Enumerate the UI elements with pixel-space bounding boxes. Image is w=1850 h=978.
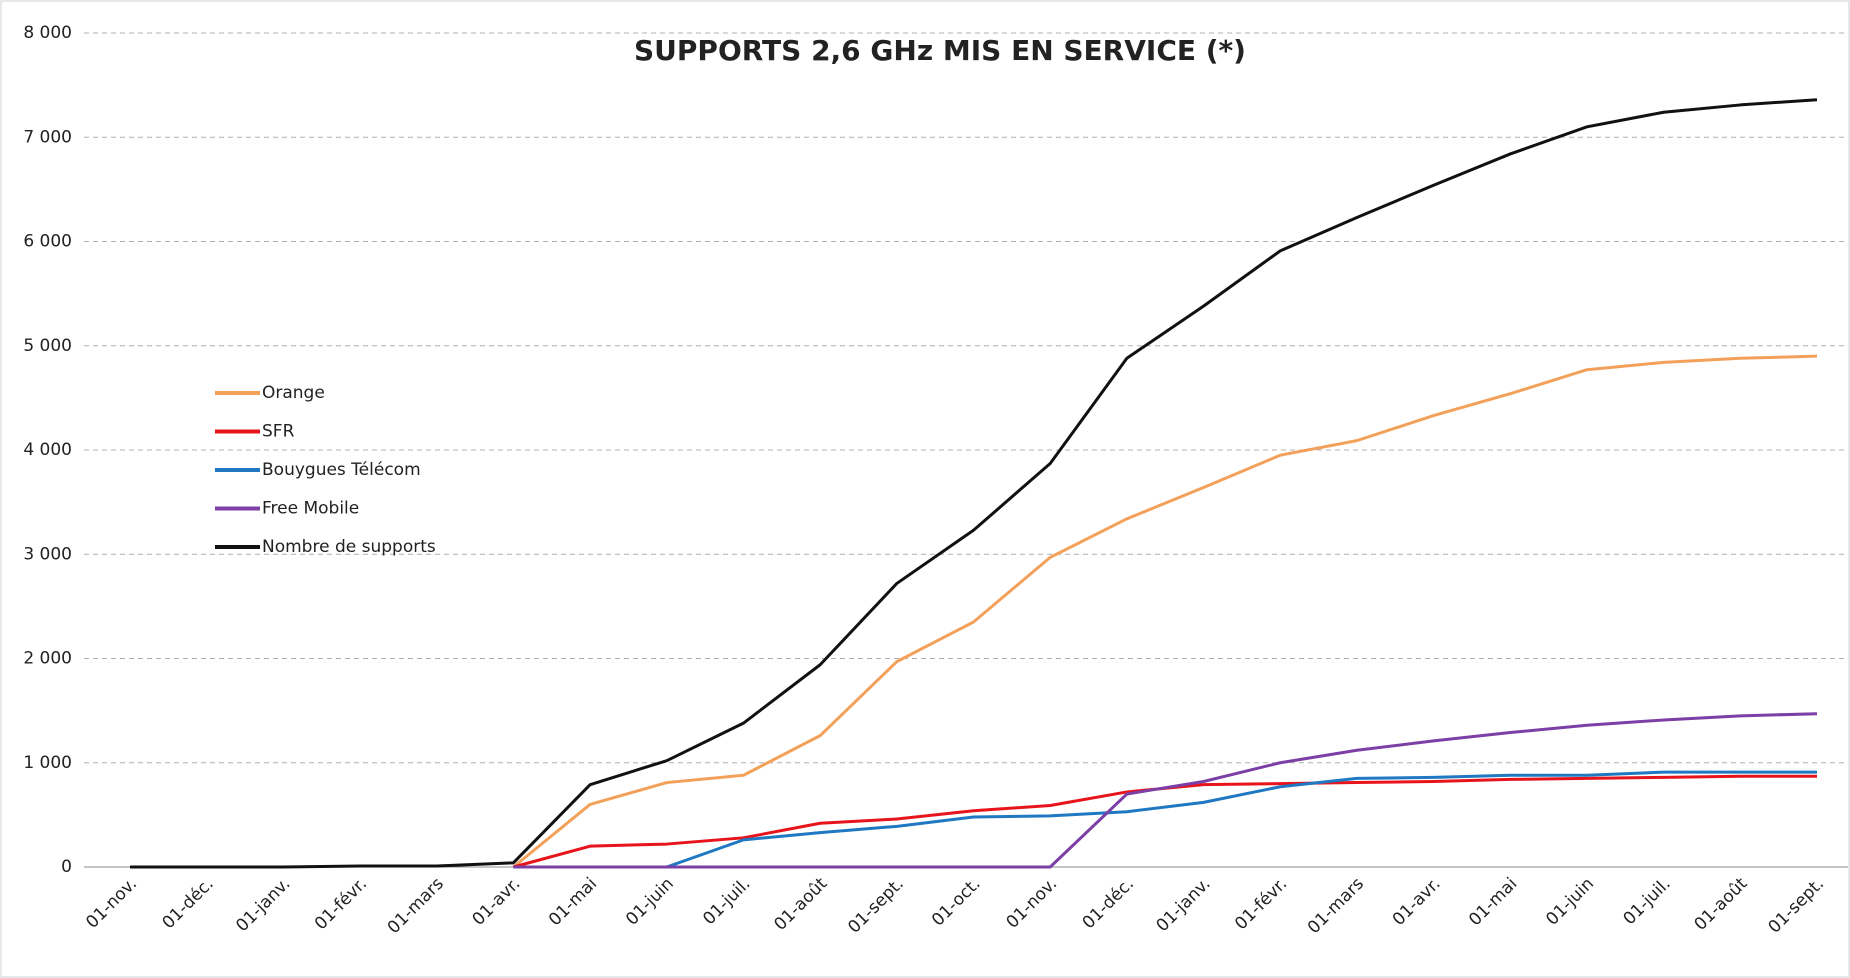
series-line	[512, 354, 1818, 869]
x-tick-label: 01-mars	[384, 874, 448, 938]
x-tick-label: 01-janv.	[232, 874, 294, 936]
x-tick-label: 01-oct.	[928, 874, 985, 931]
x-tick-label: 01-avr.	[1389, 874, 1445, 930]
x-tick-label: 01-nov.	[1002, 874, 1061, 933]
y-tick-label: 0	[61, 857, 72, 877]
y-tick-label: 3 000	[23, 544, 72, 564]
y-tick-label: 2 000	[23, 649, 72, 669]
x-tick-label: 01-juil.	[1619, 874, 1674, 929]
x-tick-label: 01-mai	[1465, 874, 1521, 930]
x-tick-label: 01-déc.	[159, 874, 218, 933]
x-tick-label: 01-févr.	[1231, 874, 1291, 934]
x-tick-label: 01-juil.	[699, 874, 754, 929]
x-tick-label: 01-avr.	[469, 874, 525, 930]
x-tick-label: 01-mai	[545, 874, 601, 930]
x-tick-label: 01-juin	[622, 874, 678, 930]
y-tick-label: 7 000	[23, 127, 72, 147]
x-tick-label: 01-sept.	[1764, 874, 1828, 938]
x-tick-label: 01-août	[1691, 874, 1752, 935]
x-tick-label: 01-juin	[1542, 874, 1598, 930]
y-tick-label: 8 000	[23, 23, 72, 43]
legend-label: SFR	[262, 422, 295, 442]
y-tick-label: 5 000	[23, 336, 72, 356]
legend-label: Orange	[262, 383, 325, 403]
y-tick-label: 6 000	[23, 232, 72, 252]
legend-label: Bouygues Télécom	[262, 460, 421, 480]
series-line	[513, 770, 1817, 869]
legend-label: Nombre de supports	[262, 537, 436, 557]
x-tick-label: 01-janv.	[1153, 874, 1215, 936]
x-tick-label: 01-mars	[1304, 874, 1368, 938]
series-line	[513, 712, 1818, 869]
y-tick-label: 4 000	[23, 440, 72, 460]
chart-title: SUPPORTS 2,6 GHz MIS EN SERVICE (*)	[634, 34, 1246, 67]
legend-label: Free Mobile	[262, 499, 359, 519]
x-tick-label: 01-déc.	[1079, 874, 1138, 933]
series-line	[130, 98, 1818, 869]
x-tick-label: 01-sept.	[844, 874, 908, 938]
x-tick-label: 01-nov.	[82, 874, 141, 933]
y-tick-label: 1 000	[23, 753, 72, 773]
x-tick-label: 01-août	[770, 874, 831, 935]
x-tick-label: 01-févr.	[311, 874, 371, 934]
